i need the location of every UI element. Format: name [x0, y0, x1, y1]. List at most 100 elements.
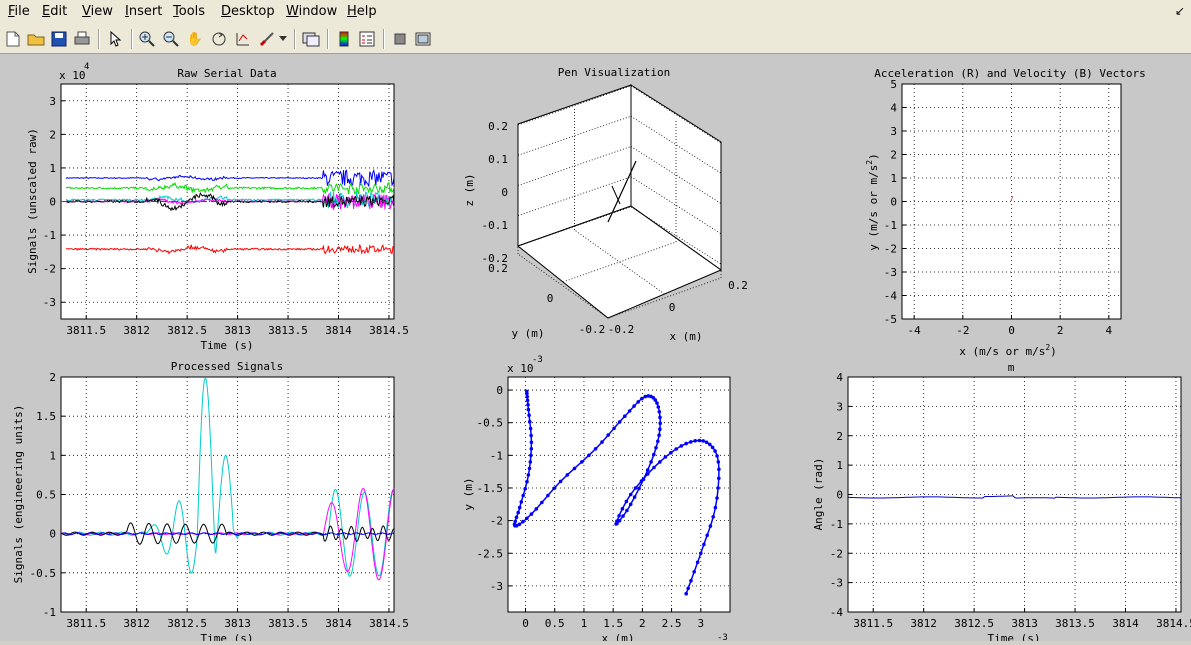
trajectory-point — [655, 401, 659, 405]
trajectory-point — [713, 449, 717, 453]
trajectory-point — [517, 505, 522, 510]
trajectory-point — [715, 454, 719, 458]
angle-ytick-label: 3 — [836, 400, 843, 413]
figure-canvas: 3811.5 3812 3812.5 3813 3813.5 3814 3814.5 3 2 1 0… — [0, 54, 1191, 645]
raw-series-line — [65, 168, 395, 187]
rotate-3d-icon[interactable] — [209, 29, 229, 49]
angle-xtick-label: 3813 — [1011, 617, 1038, 630]
plot-pen-ylabel: y (m) — [511, 327, 544, 340]
plot-accel-xlabel: x (m/s or m/s2) — [959, 343, 1057, 358]
trajectory-point — [669, 450, 673, 455]
pen-xtick-label: -0.2 — [608, 323, 635, 336]
menu-help[interactable]: Help — [347, 4, 377, 19]
figure-svg: 3811.5 3812 3812.5 3813 3813.5 3814 3814.53210… — [12, 62, 1191, 645]
link-plot-icon[interactable] — [301, 29, 321, 49]
show-tools-icon[interactable] — [413, 29, 433, 49]
menu-window[interactable]: Window — [286, 4, 338, 19]
raw-xtick-label: 3812.5 — [167, 324, 207, 337]
accel-ytick-label: 4 — [890, 102, 897, 115]
menu-tools[interactable]: Tools — [173, 4, 206, 19]
proc-xtick-label: 3813.5 — [268, 617, 308, 630]
dropdown-arrow-icon[interactable] — [277, 29, 289, 49]
processed-series-line — [60, 378, 395, 577]
accel-ytick-label: -4 — [884, 290, 898, 303]
trajectory-point — [528, 460, 533, 464]
trajectory-point — [516, 510, 520, 515]
trajectory-point — [658, 415, 662, 420]
trajectory-point — [658, 427, 662, 432]
plot-raw-serial: 3811.5 3812 3812.5 3813 3813.5 3814 3814.5 3 2 1 0… — [26, 62, 409, 352]
menu-desktop[interactable]: Desktop — [221, 4, 275, 19]
trajectory-point — [686, 586, 690, 591]
raw-ytick-label: 1 — [49, 162, 56, 175]
angle-xtick-label: 3812 — [910, 617, 937, 630]
hide-tools-icon[interactable] — [390, 29, 410, 49]
raw-series-line — [65, 192, 395, 212]
traj-xtick-label: 0.5 — [545, 617, 565, 630]
trajectory-point — [527, 466, 532, 471]
trajectory-point — [636, 400, 640, 404]
plot-angle-axes[interactable] — [847, 376, 1182, 613]
accel-xtick-label: -2 — [956, 324, 969, 337]
angle-series-line — [847, 495, 1182, 499]
traj-xtick-label: 2.5 — [662, 617, 682, 630]
angle-xtick-label: 3814 — [1112, 617, 1139, 630]
pen-xtick-label: 0 — [669, 301, 676, 314]
print-icon[interactable] — [72, 29, 92, 49]
trajectory-point — [652, 452, 656, 457]
pen-zgrid-left — [517, 176, 632, 217]
colorbar-icon[interactable] — [334, 29, 354, 49]
trajectory-point — [617, 420, 622, 424]
trajectory-point — [645, 472, 650, 476]
open-folder-icon[interactable] — [26, 29, 46, 49]
menu-view[interactable]: View — [82, 4, 113, 19]
trajectory-point — [623, 414, 627, 419]
zoom-out-icon[interactable] — [161, 29, 181, 49]
trajectory-point — [679, 444, 684, 448]
trajectory-point — [692, 570, 696, 574]
menu-file[interactable]: File — [8, 4, 30, 19]
dock-arrow-icon[interactable]: ↙ — [1174, 4, 1185, 18]
legend-icon[interactable] — [357, 29, 377, 49]
trajectory-point — [546, 493, 550, 498]
trajectory-point — [628, 492, 633, 497]
angle-xtick-label: 3812.5 — [954, 617, 994, 630]
brush-icon[interactable] — [257, 29, 277, 49]
proc-ytick-label: 1.5 — [36, 410, 56, 423]
trajectory-point — [689, 440, 693, 444]
raw-ytick-label: 3 — [49, 95, 56, 108]
menu-bar: File Edit View Insert Tools Desktop Wind… — [0, 0, 1191, 24]
trajectory-point — [649, 460, 653, 464]
zoom-in-icon[interactable] — [137, 29, 157, 49]
menu-edit[interactable]: Edit — [42, 4, 68, 19]
trajectory-point — [627, 409, 632, 413]
plot-pen-xlabel: x (m) — [669, 330, 702, 343]
pointer-icon[interactable] — [105, 29, 125, 49]
angle-ytick-label: 1 — [836, 459, 843, 472]
pan-hand-icon[interactable]: ✋ — [186, 31, 204, 47]
pen-zgrid-left — [517, 146, 632, 186]
trajectory-point — [617, 514, 621, 518]
trajectory-point — [527, 413, 531, 418]
data-cursor-icon[interactable] — [233, 29, 253, 49]
plot-traj-axes[interactable] — [507, 376, 731, 613]
pen-line — [607, 160, 637, 223]
trajectory-point — [653, 398, 658, 402]
trajectory-point — [517, 522, 522, 527]
angle-ytick-label: -2 — [830, 547, 843, 560]
raw-xtick-label: 3811.5 — [66, 324, 106, 337]
save-icon[interactable] — [49, 29, 69, 49]
menu-insert[interactable]: Insert — [125, 4, 163, 19]
accel-ytick-label: -5 — [884, 313, 897, 326]
new-file-icon[interactable] — [3, 29, 23, 49]
trajectory-point — [708, 442, 712, 447]
trajectory-point — [525, 391, 529, 396]
processed-series-line — [60, 532, 395, 535]
traj-ytick-label: -2 — [490, 515, 503, 528]
trajectory-point — [514, 515, 519, 520]
trajectory-point — [526, 473, 531, 477]
plot-pen-title: Pen Visualization — [558, 66, 671, 79]
trajectory-point — [658, 421, 662, 426]
plot-processed-axes[interactable] — [60, 376, 395, 613]
traj-xtick-label: 2 — [639, 617, 646, 630]
